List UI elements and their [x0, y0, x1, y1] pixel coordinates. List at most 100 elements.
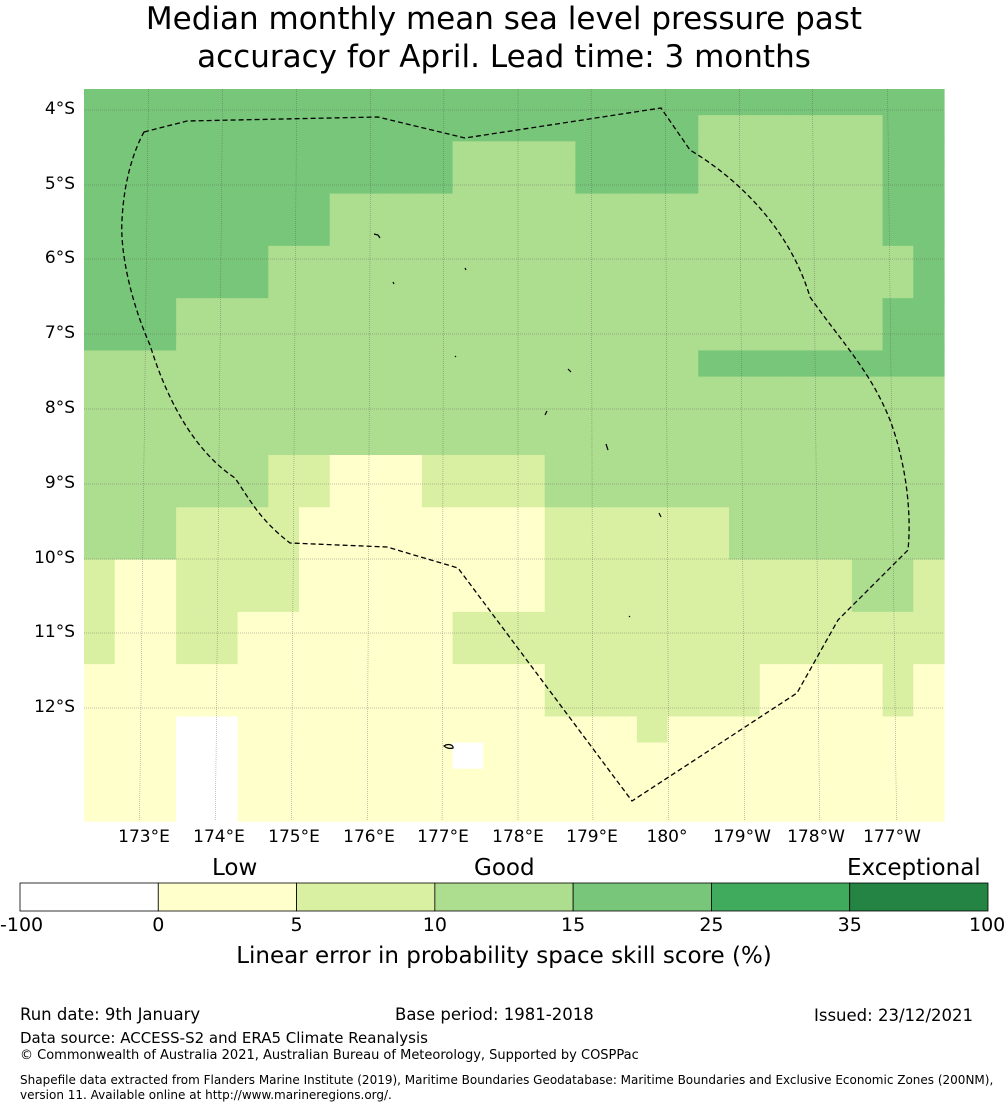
grid-cell [575, 559, 607, 587]
grid-cell [729, 742, 761, 770]
grid-cell [237, 768, 269, 796]
grid-cell [237, 428, 269, 456]
grid-cell [268, 559, 300, 587]
grid-cell [759, 507, 792, 535]
grid-cell [698, 272, 730, 299]
latitude-label: 12°S [34, 697, 75, 717]
grid-cell [821, 533, 853, 561]
grid-cell [391, 455, 423, 482]
grid-cell [421, 611, 454, 639]
grid-cell [636, 298, 669, 325]
grid-cell [84, 742, 116, 770]
grid-cell [360, 350, 392, 378]
grid-cell [176, 794, 208, 822]
grid-cell [114, 167, 147, 195]
grid-cell [329, 350, 362, 378]
grid-cell [452, 402, 484, 430]
grid-cell [667, 428, 699, 456]
grid-cell [821, 585, 853, 613]
grid-cell [452, 455, 484, 482]
grid-cell [606, 585, 638, 613]
grid-cell [851, 89, 884, 116]
grid-cell [851, 533, 884, 561]
colorbar-tick-label: 5 [290, 914, 303, 936]
grid-cell [606, 742, 638, 770]
grid-cell [268, 350, 300, 378]
grid-cell [360, 141, 392, 169]
grid-cell [913, 193, 945, 221]
grid-cell [206, 533, 239, 561]
grid-cell [851, 219, 884, 247]
grid-cell [698, 324, 730, 352]
grid-cell [698, 428, 730, 456]
grid-cell [544, 193, 577, 221]
shapefile-credit-line-2: version 11. Available online at http://w… [20, 1088, 392, 1102]
grid-cell [206, 559, 239, 587]
grid-cell [851, 402, 884, 430]
grid-cell [821, 272, 853, 299]
grid-cell [84, 664, 116, 691]
grid-cell [851, 794, 884, 822]
grid-cell [299, 664, 331, 691]
grid-cell [360, 298, 392, 325]
grid-cell [299, 298, 331, 325]
grid-cell [145, 298, 177, 325]
grid-cell [636, 794, 669, 822]
grid-cell [206, 507, 239, 535]
grid-cell [913, 376, 945, 404]
chart-title: Median monthly mean sea level pressure p… [0, 0, 1008, 76]
grid-cell [329, 324, 362, 352]
meridian-line [887, 88, 897, 822]
grid-cell [237, 742, 269, 770]
grid-cell [851, 559, 884, 587]
grid-cell [299, 742, 331, 770]
grid-cell [698, 611, 730, 639]
grid-cell [821, 664, 853, 691]
grid-cell [114, 428, 147, 456]
grid-cell [421, 428, 454, 456]
grid-cell [544, 716, 577, 744]
issued-date: Issued: 23/12/2021 [814, 1006, 974, 1025]
colorbar-tick-label: 25 [699, 914, 724, 936]
grid-cell [667, 167, 699, 195]
grid-cell [329, 664, 362, 691]
grid-cell [544, 585, 577, 613]
grid-cell [729, 350, 761, 378]
grid-cell [206, 376, 239, 404]
grid-cell [544, 167, 577, 195]
grid-cell [575, 507, 607, 535]
grid-cell [544, 455, 577, 482]
grid-cell [391, 585, 423, 613]
grid-cell [268, 507, 300, 535]
grid-cell [237, 794, 269, 822]
colorbar-title: Linear error in probability space skill … [236, 943, 772, 969]
grid-cell [759, 638, 792, 665]
grid-cell [391, 559, 423, 587]
grid-cell [667, 141, 699, 169]
grid-cell [575, 742, 607, 770]
grid-cell [606, 167, 638, 195]
grid-cell [514, 89, 546, 116]
grid-cell [84, 272, 116, 299]
grid-cell [514, 794, 546, 822]
grid-cell [790, 167, 822, 195]
grid-cell [299, 402, 331, 430]
grid-cell [206, 794, 239, 822]
meridian-line [590, 88, 594, 822]
grid-cell [145, 742, 177, 770]
grid-cell [145, 193, 177, 221]
grid-cell [268, 193, 300, 221]
grid-cell [145, 533, 177, 561]
grid-cell [729, 219, 761, 247]
grid-cell [790, 533, 822, 561]
grid-cell [483, 89, 515, 116]
longitude-label: 175°E [268, 827, 320, 847]
longitude-label: 179°E [566, 827, 618, 847]
grid-cell [913, 141, 945, 169]
grid-cell [84, 298, 116, 325]
grid-cell [421, 533, 454, 561]
grid-cell [268, 664, 300, 691]
grid-cell [636, 167, 669, 195]
grid-cell [851, 507, 884, 535]
latitude-label: 11°S [34, 622, 75, 642]
